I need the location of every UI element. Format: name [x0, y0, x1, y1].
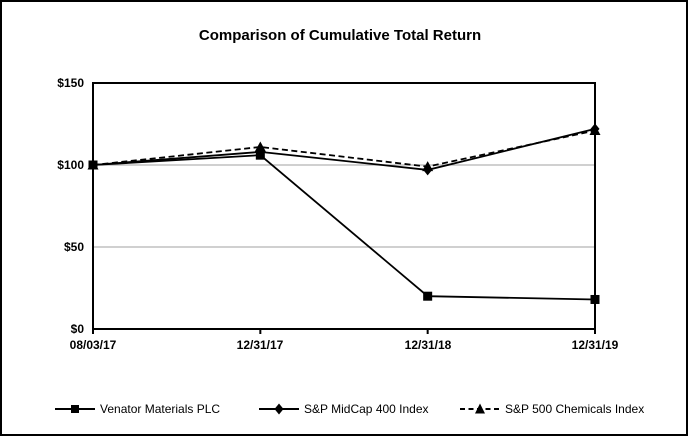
diamond-marker-icon: [259, 403, 299, 415]
triangle-marker: [254, 141, 266, 152]
x-axis-tick-label: 12/31/18: [404, 338, 452, 352]
square-marker-icon: [55, 405, 95, 413]
series-line-2: [92, 129, 596, 168]
plot-border: [92, 82, 596, 330]
y-axis-tick-label: $50: [63, 240, 84, 254]
legend-label: S&P 500 Chemicals Index: [505, 402, 645, 416]
series-line-1: [92, 128, 596, 171]
triangle-marker: [422, 161, 434, 172]
legend-item-midcap: S&P MidCap 400 Index: [259, 402, 429, 416]
triangle-marker-icon: [460, 403, 500, 414]
legend-label: Venator Materials PLC: [100, 402, 221, 416]
x-axis-tick-label: 12/31/17: [236, 338, 284, 352]
x-axis-tick-label: 12/31/19: [571, 338, 619, 352]
square-marker: [590, 294, 600, 304]
legend-label: S&P MidCap 400 Index: [304, 402, 429, 416]
triangle-marker: [87, 159, 99, 170]
triangle-marker: [589, 125, 601, 136]
y-axis-tick-label: $0: [70, 322, 84, 336]
legend-item-venator: Venator Materials PLC: [55, 402, 220, 416]
x-axis-tick-label: 08/03/17: [69, 338, 117, 352]
series-line-0: [92, 154, 596, 301]
y-axis-tick-label: $150: [57, 76, 84, 90]
y-axis-tick-label: $100: [57, 158, 84, 172]
legend-item-chemicals: S&P 500 Chemicals Index: [460, 402, 644, 416]
square-marker: [423, 291, 433, 301]
chart-title: Comparison of Cumulative Total Return: [198, 27, 482, 44]
